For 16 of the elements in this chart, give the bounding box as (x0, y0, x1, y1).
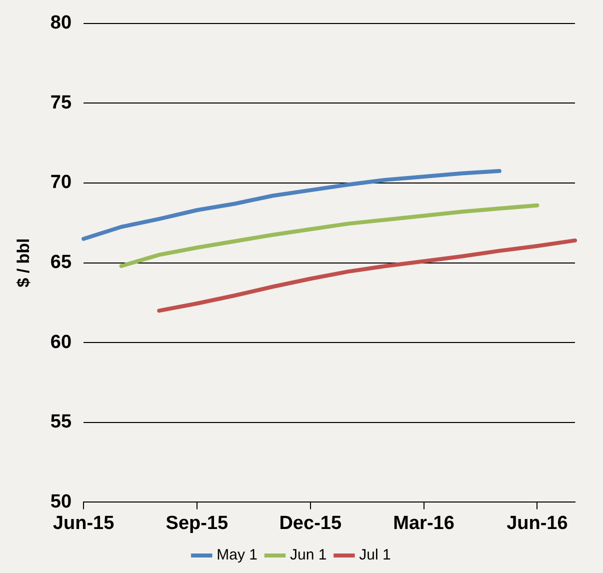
y-tick-label: 60 (50, 332, 72, 353)
y-tick-label: 75 (50, 92, 72, 114)
legend-label: Jul 1 (359, 546, 391, 564)
y-tick-label: 50 (50, 491, 72, 512)
y-tick-label: 80 (50, 12, 72, 34)
x-tick-label: Dec-15 (279, 512, 342, 534)
legend-label: May 1 (216, 546, 258, 564)
x-tick-label: Jun-16 (506, 512, 568, 534)
y-axis-title: $ / bbl (14, 238, 33, 288)
x-tick-label: Mar-16 (393, 512, 454, 534)
y-tick-label: 70 (50, 172, 72, 194)
y-tick-label: 65 (50, 252, 72, 274)
x-tick-label: Jun-15 (52, 512, 115, 534)
legend-label: Jun 1 (290, 546, 327, 564)
y-tick-label: 55 (50, 412, 72, 433)
x-tick-label: Sep-15 (166, 512, 229, 534)
